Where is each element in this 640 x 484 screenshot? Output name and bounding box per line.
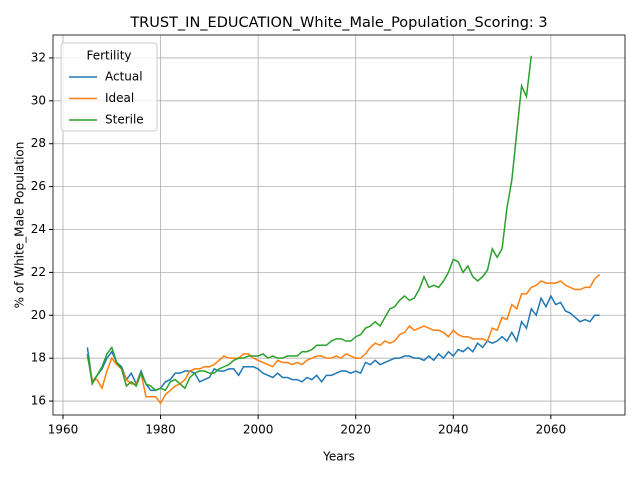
x-tick-label: 1960 <box>48 423 79 437</box>
x-tick-label: 2060 <box>536 423 567 437</box>
x-tick-label: 2020 <box>340 423 371 437</box>
y-tick-label: 22 <box>31 265 46 279</box>
series-line <box>86 294 600 392</box>
y-tick-label: 32 <box>31 50 46 64</box>
x-tick-label: 1980 <box>145 423 176 437</box>
y-axis-label: % of White_Male Population <box>13 142 27 309</box>
legend-label: Sterile <box>105 113 144 127</box>
y-tick-label: 30 <box>31 93 46 107</box>
y-tick-label: 20 <box>31 308 46 322</box>
legend-title: Fertility <box>86 49 131 63</box>
y-tick-label: 18 <box>31 351 46 365</box>
legend-label: Actual <box>105 70 143 84</box>
legend-box <box>60 42 158 132</box>
x-axis-label: Years <box>322 450 355 464</box>
chart-title: TRUST_IN_EDUCATION_White_Male_Population… <box>129 15 547 31</box>
series-line <box>86 273 601 405</box>
y-tick-label: 28 <box>31 136 46 150</box>
x-tick-label: 2000 <box>243 423 274 437</box>
plot-frame <box>52 34 626 416</box>
x-tick-label: 2040 <box>438 423 469 437</box>
y-tick-label: 16 <box>31 394 46 408</box>
legend-label: Ideal <box>105 91 134 105</box>
y-tick-label: 26 <box>31 179 46 193</box>
y-tick-label: 24 <box>31 222 46 236</box>
series-line <box>86 55 533 392</box>
